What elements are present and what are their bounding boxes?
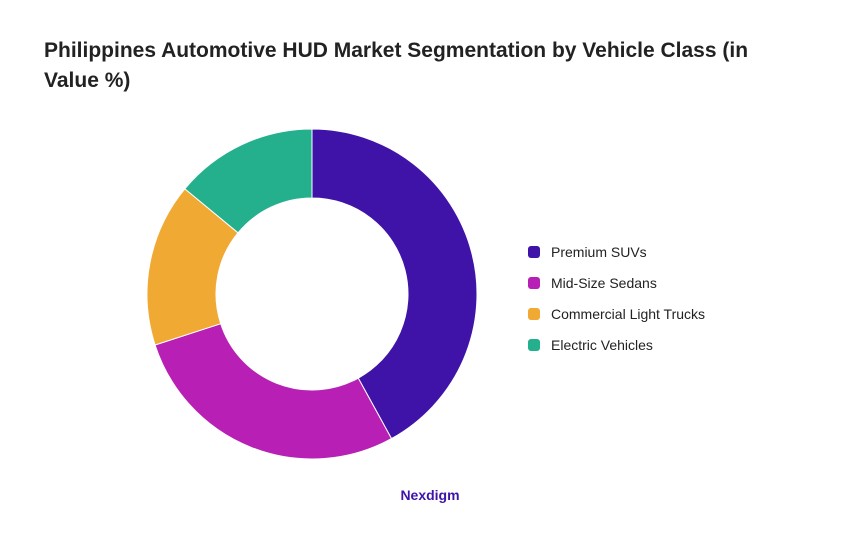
legend-swatch <box>528 338 540 351</box>
legend-item[interactable]: Commercial Light Trucks <box>528 298 705 329</box>
donut-slice-electric-vehicles[interactable] <box>184 128 313 234</box>
brand-label: Nexdigm <box>400 487 460 503</box>
legend-label: Mid-Size Sedans <box>551 274 657 291</box>
legend-label: Commercial Light Trucks <box>551 305 706 322</box>
legend-label: Premium SUVs <box>551 243 647 260</box>
chart-title: Philippines Automotive HUD Market Segmen… <box>44 39 749 92</box>
chart-legend: Premium SUVs Mid-Size Sedans Commercial Li… <box>528 236 705 360</box>
legend-swatch <box>528 245 540 258</box>
legend-swatch <box>528 276 540 289</box>
legend-item[interactable]: Mid-Size Sedans <box>528 267 705 298</box>
donut-slice-mid-size-sedans[interactable] <box>154 323 393 460</box>
donut-slice-premium-suvs[interactable] <box>311 128 478 440</box>
legend-item[interactable]: Premium SUVs <box>528 236 705 267</box>
legend-swatch <box>528 307 540 320</box>
legend-label: Electric Vehicles <box>551 336 653 353</box>
legend-item[interactable]: Electric Vehicles <box>528 329 705 360</box>
